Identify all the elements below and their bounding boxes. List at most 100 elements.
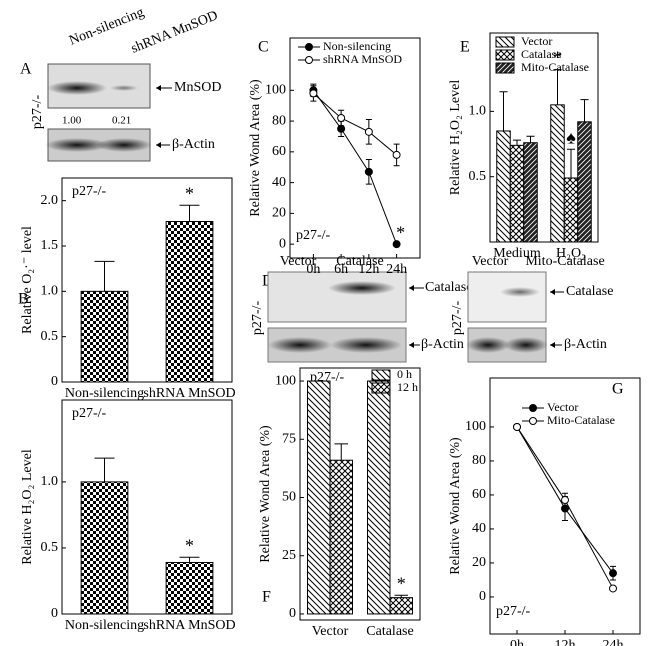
point [609,584,617,593]
legend-marker [529,417,537,425]
x-tick-label: Catalase [366,624,413,639]
legend-marker [305,43,313,51]
error-bar [512,139,522,146]
band [96,138,152,152]
error-bar [526,135,535,143]
y-tick-label: 80 [272,113,286,128]
legend-label: shRNA MnSOD [323,52,402,66]
bar [329,459,353,615]
error-bar [499,91,508,131]
error-bar [94,260,115,292]
error-bar [334,443,348,461]
error-bar [566,148,576,178]
x-tick-label: 0h [306,262,320,277]
y-tick-label: 20 [272,206,286,221]
x-tick-label: H₂O₂ [556,246,586,261]
y-tick-label: 50 [282,490,296,505]
point [392,240,401,249]
x-tick-label: Vector [312,624,349,639]
point [561,496,569,505]
significance-mark: * [185,183,194,203]
bar [80,290,129,383]
lane-label: Vector [472,254,509,269]
legend-swatch [495,36,515,48]
y-tick-label: 60 [272,144,286,159]
quantity: 0.21 [112,115,131,127]
point [337,124,346,133]
y-tick-label: 0.5 [41,329,59,344]
y-tick-label: 0 [289,606,296,621]
y-tick-label: 80 [472,453,486,468]
legend-swatch [371,382,391,394]
bar [389,597,413,615]
y-axis-label: Relative Wond Area (%) [258,425,273,563]
panel-label: B [18,291,29,308]
bar [165,561,214,615]
y-tick-label: 2.0 [41,193,59,208]
significance-mark: * [397,573,406,593]
y-tick-label: 1.0 [41,474,59,489]
point [337,114,346,122]
y-tick-label: 60 [472,487,486,502]
line [313,93,397,156]
arrow-head [156,85,161,91]
legend-label: Catalase [521,47,562,61]
panel-label: A [20,61,32,78]
x-tick-label: 0h [510,638,524,646]
annotation: p27-/- [496,604,531,619]
row-label: Catalase [425,280,472,295]
annotation: p27-/- [296,228,331,243]
row-label: Catalase [566,284,613,299]
bar [523,142,538,243]
significance-mark: ♠ [566,127,576,147]
error-bar [553,69,562,105]
arrow-head [409,342,414,348]
cell-label: p27-/- [250,301,265,336]
error-bar [179,556,200,563]
bar [367,380,391,615]
bar [509,144,525,243]
legend-label: Mito-Catalase [547,413,615,427]
significance-mark: * [553,48,562,68]
panel-label: F [262,589,271,606]
y-tick-label: 0.5 [469,169,487,184]
error-bar [94,457,115,482]
annotation: p27-/- [72,184,107,199]
row-label: β-Actin [564,337,607,352]
blot [467,271,547,323]
blot [267,271,407,323]
legend-label: Vector [521,34,552,48]
y-tick-label: 100 [275,373,296,388]
legend-label: 12 h [397,380,418,394]
y-tick-label: 25 [282,548,296,563]
arrow-head [156,142,161,148]
error-bar [580,99,589,122]
bar [80,481,129,615]
legend-marker [529,404,537,412]
band [500,287,540,297]
bar [563,177,579,243]
y-tick-label: 1.5 [41,238,59,253]
legend-swatch [371,369,391,381]
row-label: β-Actin [172,137,215,152]
x-tick-label: 6h [334,262,348,277]
y-axis-label: Relative H₂O₂ Level [448,80,463,196]
annotation: p27-/- [72,406,107,421]
y-tick-label: 75 [282,431,296,446]
y-axis-label: Relative H₂O₂ Level [20,449,35,565]
point [364,127,373,136]
plot-frame [489,32,599,243]
x-tick-label: 24h [603,638,624,646]
band [110,85,138,91]
legend-swatch [495,49,515,61]
panel-label: C [258,39,269,56]
y-axis-label: Relative O₂·⁻ level [20,226,35,334]
bar [577,121,592,243]
arrow-head [409,285,414,291]
y-tick-label: 1.0 [41,284,59,299]
band [504,337,548,353]
quantity: 1.00 [62,115,82,127]
y-tick-label: 100 [265,83,286,98]
significance-mark: * [185,535,194,555]
